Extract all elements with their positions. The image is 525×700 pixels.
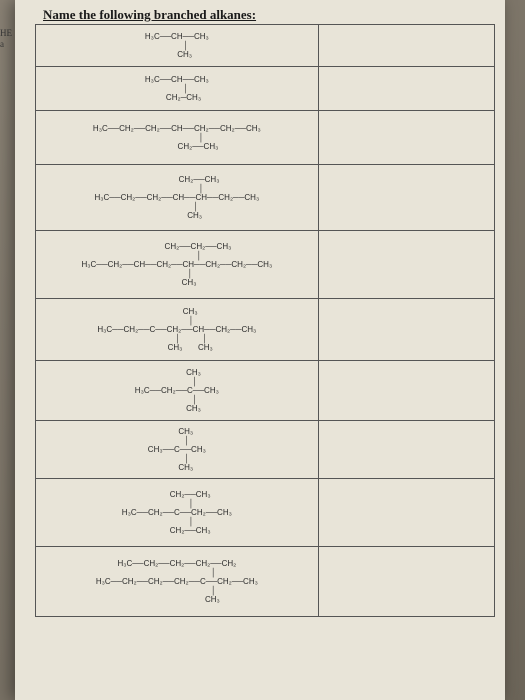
table-row: CH₃ │ CH₃──C──CH₃ │ CH₃ [36, 421, 495, 479]
answer-cell[interactable] [318, 25, 494, 67]
structure-3: H₃C──CH₂──CH₂──CH──CH₂──CH₂──CH₃ │ CH₂──… [40, 121, 314, 154]
table-row: H₃C──CH₂──CH₂──CH₂──CH₂ │ H₃C──CH₂──CH₂─… [36, 547, 495, 617]
structure-5: CH₂──CH₂──CH₃ │ H₃C──CH₂──CH──CH₂──CH──C… [40, 239, 314, 290]
structure-cell: H₃C──CH₂──CH₂──CH₂──CH₂ │ H₃C──CH₂──CH₂─… [36, 547, 319, 617]
structure-6: CH₃ │ H₃C──CH₂──C──CH₂──CH──CH₂──CH₃ │ │… [40, 304, 314, 355]
structure-9: CH₂──CH₃ │ H₃C──CH₂──C──CH₂──CH₃ │ CH₂──… [40, 487, 314, 538]
structure-1: H₃C──CH──CH₃ │ CH₃ [40, 29, 314, 62]
structure-cell: H₃C──CH──CH₃ │ CH₂─CH₃ [36, 67, 319, 111]
edge-line-2: a [0, 39, 12, 50]
table-row: H₃C──CH──CH₃ │ CH₂─CH₃ [36, 67, 495, 111]
table-row: CH₂──CH₂──CH₃ │ H₃C──CH₂──CH──CH₂──CH──C… [36, 231, 495, 299]
answer-cell[interactable] [318, 479, 494, 547]
table-row: H₃C──CH──CH₃ │ CH₃ [36, 25, 495, 67]
table-row: CH₃ │ H₃C──CH₂──C──CH₃ │ CH₃ [36, 361, 495, 421]
binder-edge-text: HE a [0, 28, 12, 50]
table-row: CH₂──CH₃ │ H₃C──CH₂──C──CH₂──CH₃ │ CH₂──… [36, 479, 495, 547]
structure-cell: H₃C──CH₂──CH₂──CH──CH₂──CH₂──CH₃ │ CH₂──… [36, 111, 319, 165]
answer-cell[interactable] [318, 361, 494, 421]
structure-cell: CH₃ │ H₃C──CH₂──C──CH₃ │ CH₃ [36, 361, 319, 421]
structure-7: CH₃ │ H₃C──CH₂──C──CH₃ │ CH₃ [40, 365, 314, 416]
structure-cell: CH₂──CH₃ │ H₃C──CH₂──C──CH₂──CH₃ │ CH₂──… [36, 479, 319, 547]
page-title: Name the following branched alkanes: [43, 7, 256, 23]
structure-10: H₃C──CH₂──CH₂──CH₂──CH₂ │ H₃C──CH₂──CH₂─… [40, 556, 314, 607]
structure-2: H₃C──CH──CH₃ │ CH₂─CH₃ [40, 72, 314, 105]
structure-4: CH₂──CH₃ │ H₃C──CH₂──CH₂──CH──CH──CH₂──C… [40, 172, 314, 223]
answer-cell[interactable] [318, 165, 494, 231]
answer-cell[interactable] [318, 299, 494, 361]
structure-cell: CH₃ │ H₃C──CH₂──C──CH₂──CH──CH₂──CH₃ │ │… [36, 299, 319, 361]
table-row: H₃C──CH₂──CH₂──CH──CH₂──CH₂──CH₃ │ CH₂──… [36, 111, 495, 165]
structure-8: CH₃ │ CH₃──C──CH₃ │ CH₃ [40, 424, 314, 475]
answer-cell[interactable] [318, 547, 494, 617]
structure-cell: CH₃ │ CH₃──C──CH₃ │ CH₃ [36, 421, 319, 479]
edge-line-1: HE [0, 28, 12, 39]
worksheet-page: Name the following branched alkanes: H₃C… [15, 0, 505, 700]
structure-cell: CH₂──CH₂──CH₃ │ H₃C──CH₂──CH──CH₂──CH──C… [36, 231, 319, 299]
alkanes-table: H₃C──CH──CH₃ │ CH₃ H₃C──CH──CH₃ │ CH₂─CH… [35, 24, 495, 617]
answer-cell[interactable] [318, 421, 494, 479]
answer-cell[interactable] [318, 67, 494, 111]
answer-cell[interactable] [318, 231, 494, 299]
table-row: CH₃ │ H₃C──CH₂──C──CH₂──CH──CH₂──CH₃ │ │… [36, 299, 495, 361]
structure-cell: H₃C──CH──CH₃ │ CH₃ [36, 25, 319, 67]
table-row: CH₂──CH₃ │ H₃C──CH₂──CH₂──CH──CH──CH₂──C… [36, 165, 495, 231]
answer-cell[interactable] [318, 111, 494, 165]
structure-cell: CH₂──CH₃ │ H₃C──CH₂──CH₂──CH──CH──CH₂──C… [36, 165, 319, 231]
